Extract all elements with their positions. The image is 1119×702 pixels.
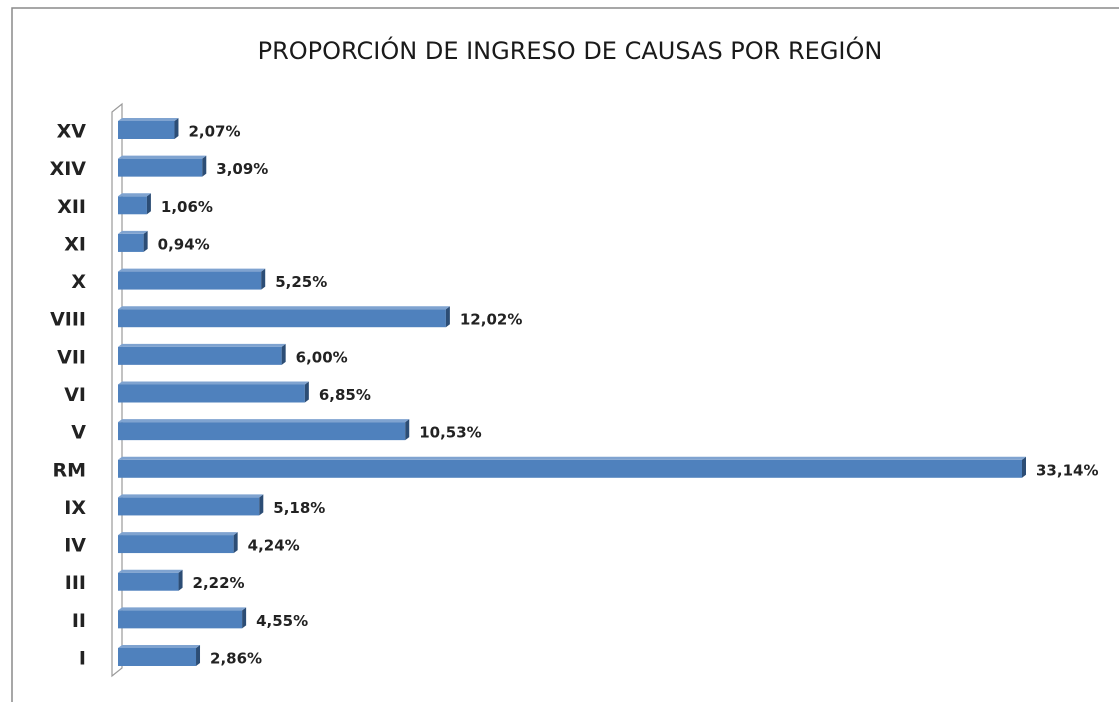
bar-face: [118, 309, 446, 328]
bar-top: [118, 155, 207, 159]
bar: [118, 230, 148, 252]
bar-cap: [445, 306, 450, 328]
bar-cap: [259, 494, 264, 516]
bar-top: [118, 494, 264, 498]
bar-face: [118, 196, 147, 215]
chart-frame: [11, 7, 1119, 702]
bar-face: [118, 271, 262, 290]
bar-face: [118, 121, 175, 139]
chart-title: PROPORCIÓN DE INGRESO DE CAUSAS POR REGI…: [258, 35, 883, 65]
value-label: 3,09%: [216, 160, 268, 178]
bar: [118, 118, 179, 139]
bar: [118, 456, 1026, 478]
bar-cap: [281, 343, 286, 365]
bar-face: [118, 422, 406, 441]
value-label: 2,86%: [210, 650, 262, 668]
category-label: VIII: [50, 309, 86, 331]
bar-face: [118, 384, 305, 403]
category-label: XI: [64, 233, 86, 255]
bar-top: [118, 381, 309, 385]
bar: [118, 306, 450, 328]
value-label: 5,18%: [273, 499, 325, 517]
value-label: 1,06%: [161, 198, 213, 216]
value-label: 4,55%: [256, 612, 308, 630]
bar-cap: [146, 193, 151, 215]
bar-top: [118, 419, 410, 423]
bar-cap: [178, 569, 183, 591]
value-label: 5,25%: [275, 273, 327, 291]
bar-top: [118, 343, 286, 347]
bar-top: [118, 569, 183, 573]
bar-top: [118, 532, 238, 536]
bar-face: [118, 572, 179, 591]
bar-top: [118, 607, 247, 611]
category-label: RM: [52, 459, 86, 481]
category-label: V: [71, 422, 86, 444]
category-label: XIV: [50, 158, 87, 180]
bar-face: [118, 459, 1022, 478]
bar-cap: [405, 419, 410, 441]
value-label: 4,24%: [248, 537, 300, 555]
bar: [118, 569, 183, 591]
bar: [118, 645, 201, 666]
bar-top: [118, 456, 1026, 460]
bar-top: [118, 230, 148, 234]
value-label: 2,22%: [193, 574, 245, 592]
bar-face: [118, 648, 197, 666]
bar: [118, 494, 264, 516]
category-label: III: [65, 572, 86, 594]
value-label: 33,14%: [1036, 461, 1098, 479]
bar-top: [118, 645, 201, 648]
bar-cap: [261, 268, 266, 290]
bar-top: [118, 193, 151, 197]
bar-cap: [242, 607, 247, 629]
bar-cap: [233, 532, 238, 554]
category-label: X: [71, 271, 86, 293]
bar-cap: [143, 230, 148, 252]
bar-cap: [1022, 456, 1026, 478]
category-label: XII: [57, 196, 86, 218]
bar-top: [118, 118, 179, 121]
category-label: IV: [64, 535, 86, 557]
category-label: I: [79, 648, 86, 670]
bar: [118, 381, 309, 403]
category-label: IX: [64, 497, 86, 519]
bar-cap: [304, 381, 309, 403]
value-label: 10,53%: [419, 424, 481, 442]
axis-wall: [111, 102, 123, 678]
bar-face: [118, 535, 234, 554]
bar: [118, 607, 247, 629]
bar-top: [118, 268, 266, 272]
value-label: 6,00%: [296, 348, 348, 366]
bar: [118, 268, 266, 290]
bar-face: [118, 346, 282, 365]
category-label: VII: [57, 346, 86, 368]
bar-face: [118, 610, 243, 629]
value-label: 2,07%: [188, 123, 240, 141]
bar-cap: [174, 118, 179, 139]
value-label: 6,85%: [319, 386, 371, 404]
bar-face: [118, 158, 203, 177]
bar: [118, 343, 286, 365]
bar-face: [118, 233, 144, 252]
bar-top: [118, 306, 450, 310]
category-label: II: [72, 610, 86, 632]
value-label: 0,94%: [158, 235, 210, 253]
bar: [118, 193, 151, 215]
bar-cap: [196, 645, 201, 666]
bar: [118, 419, 410, 441]
bar-cap: [202, 155, 207, 177]
bar: [118, 532, 238, 554]
bar-face: [118, 497, 260, 516]
category-label: XV: [57, 121, 87, 143]
bar: [118, 155, 207, 177]
category-label: VI: [64, 384, 86, 406]
value-label: 12,02%: [460, 311, 522, 329]
